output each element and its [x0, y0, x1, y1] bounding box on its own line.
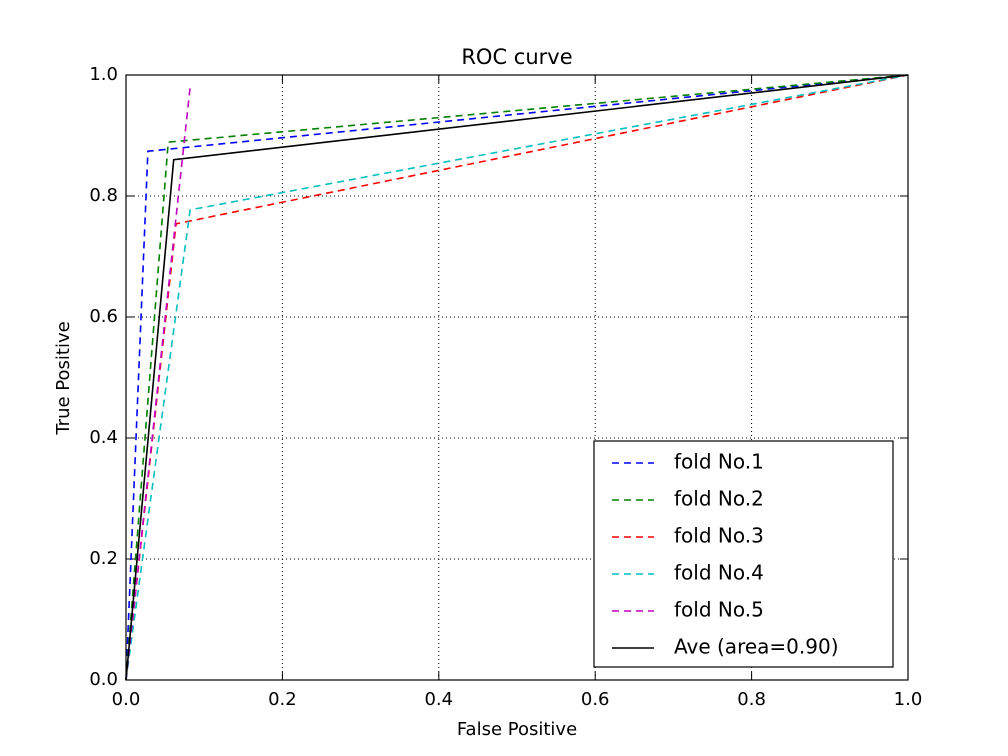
y-axis-label: True Positive [53, 321, 74, 435]
legend-label: fold No.1 [674, 450, 764, 474]
x-tick-label: 0.2 [268, 689, 297, 710]
x-tick-label: 0.8 [737, 689, 766, 710]
legend-label: fold No.2 [674, 487, 764, 511]
legend-label: fold No.3 [674, 524, 764, 548]
line-series [125, 74, 909, 681]
x-axis-label: False Positive [457, 719, 577, 740]
y-tick-label: 0.4 [89, 427, 118, 448]
plot-frame [125, 74, 909, 681]
line-series [125, 74, 909, 681]
legend-box [593, 440, 894, 668]
legend-label: Ave (area=0.90) [674, 635, 839, 659]
legend-label: fold No.4 [674, 561, 764, 585]
legend: fold No.1 fold No.2 fold No.3 fold No.4 fold… [593, 440, 894, 668]
legend-label: fold No.5 [674, 598, 764, 622]
x-tick-label: 1.0 [894, 689, 923, 710]
x-tick-label: 0.0 [112, 689, 141, 710]
chart-title: ROC curve [461, 45, 572, 69]
y-tick-label: 0.2 [89, 548, 118, 569]
x-tick-label: 0.4 [424, 689, 453, 710]
line-series [125, 74, 909, 681]
y-tick-label: 0.6 [89, 306, 118, 327]
y-tick-label: 1.0 [89, 64, 118, 85]
x-tick-label: 0.6 [581, 689, 610, 710]
y-tick-label: 0.8 [89, 185, 118, 206]
line-series [125, 87, 191, 681]
y-tick-label: 0.0 [89, 669, 118, 690]
line-series [125, 74, 909, 681]
